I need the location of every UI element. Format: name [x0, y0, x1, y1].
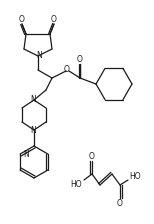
Text: N: N	[30, 125, 36, 134]
Text: HO: HO	[129, 172, 141, 181]
Text: O: O	[19, 15, 25, 24]
Text: N: N	[36, 50, 42, 60]
Text: O: O	[77, 54, 83, 63]
Text: N: N	[23, 149, 29, 159]
Text: HO: HO	[70, 179, 82, 189]
Text: O: O	[89, 151, 95, 161]
Text: O: O	[64, 65, 70, 73]
Text: N: N	[30, 95, 36, 103]
Text: O: O	[51, 15, 57, 24]
Text: O: O	[117, 198, 123, 207]
